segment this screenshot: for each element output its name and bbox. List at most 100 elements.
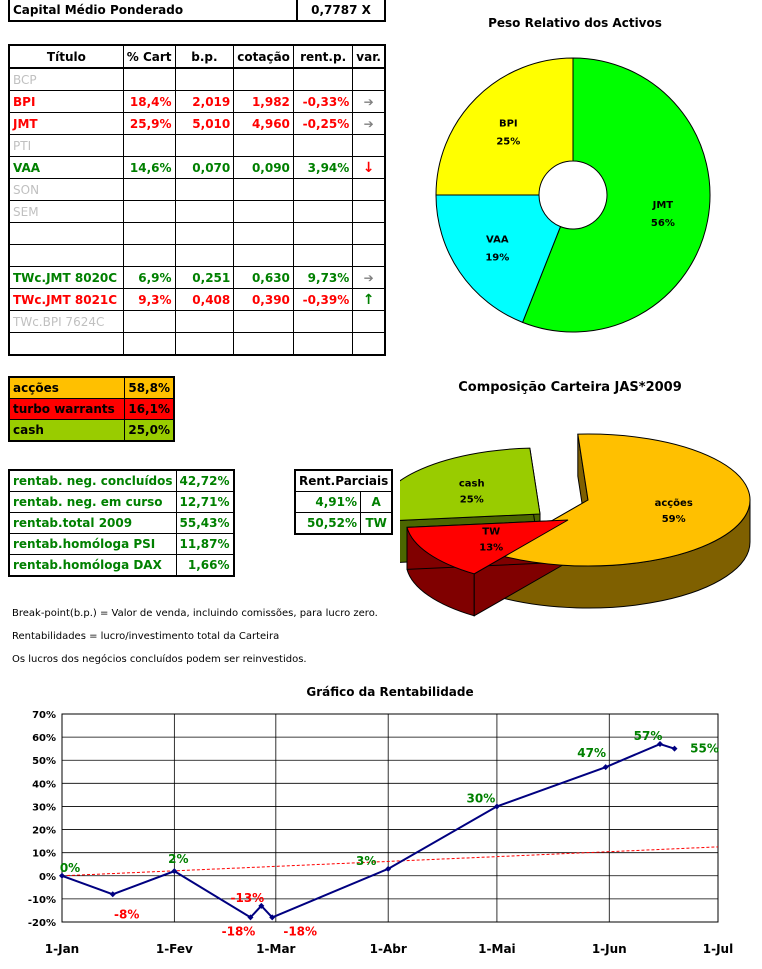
cell-cot: 1,982 [233, 90, 294, 113]
cell-cot [233, 178, 294, 201]
cell-cot [233, 134, 294, 157]
cell-rent [292, 178, 353, 201]
data-label: 30% [467, 791, 496, 805]
header-cart: % Cart [122, 45, 176, 69]
rentabilidade-label: rentab. neg. em curso [9, 491, 177, 513]
line-title: Gráfico da Rentabilidade [306, 685, 473, 699]
pie1-slice-vaa [435, 194, 562, 324]
data-label: -13% [230, 891, 264, 905]
cell-var [352, 310, 385, 333]
cell-rent: 3,94% [292, 156, 353, 179]
pie1-value-label: 19% [485, 252, 509, 263]
pie2-slice-tw [406, 519, 569, 575]
pie2-category-label: acções [655, 498, 693, 509]
table-row: BCP [9, 68, 385, 91]
x-tick-label: 1-Fev [156, 942, 193, 956]
x-tick-label: 1-Mar [256, 942, 295, 956]
cell-titulo: TWc.JMT 8020C [9, 266, 124, 289]
allocation-row: cash 25,0% [9, 419, 174, 442]
allocation-table: acções 58,8% turbo warrants 16,1% cash 25,0% [8, 376, 175, 442]
allocation-value: 25,0% [124, 419, 174, 442]
cell-titulo: BCP [9, 68, 124, 91]
data-label: 3% [356, 854, 376, 868]
pie1-category-label: JMT [652, 200, 674, 211]
header-bp: b.p. [174, 45, 234, 69]
cell-bp: 2,019 [174, 90, 234, 113]
cell-bp [174, 310, 234, 333]
parciais-table: Rent.Parciais 4,91% A 50,52% TW [294, 469, 394, 535]
cell-rent [292, 310, 353, 333]
cell-bp: 0,070 [174, 156, 234, 179]
rentabilidade-label: rentab. neg. concluídos [9, 470, 177, 492]
rentabilidade-label: rentab.homóloga DAX [9, 554, 177, 577]
x-tick-label: 1-Jan [45, 942, 79, 956]
data-label: 0% [60, 861, 80, 875]
x-tick-label: 1-Abr [370, 942, 407, 956]
cell-titulo: BPI [9, 90, 124, 113]
cell-var [352, 200, 385, 223]
cell-titulo: TWc.JMT 8021C [9, 288, 124, 311]
cell-titulo: PTI [9, 134, 124, 157]
portfolio-header-row: Título % Cart b.p. cotação rent.p. var. [9, 45, 385, 69]
right-arrow-icon: ➔ [363, 270, 374, 285]
cell-bp: 5,010 [174, 112, 234, 135]
rentabilidade-row: rentab.homóloga DAX 1,66% [9, 554, 234, 577]
cell-bp [174, 200, 234, 223]
data-label: -18% [283, 924, 317, 938]
data-label: -8% [114, 907, 139, 921]
cell-cart: 9,3% [122, 288, 176, 311]
parciais-header: Rent.Parciais [295, 470, 393, 492]
cell-cart [122, 332, 176, 355]
cell-cart [122, 200, 176, 223]
header-var: var. [352, 45, 385, 69]
rentabilidade-row: rentab.total 2009 55,43% [9, 512, 234, 534]
y-tick-label: 50% [32, 756, 56, 767]
cell-cart [122, 178, 176, 201]
right-arrow-icon: ➔ [363, 116, 374, 131]
cell-rent: 9,73% [292, 266, 353, 289]
header-cotacao: cotação [233, 45, 294, 69]
line-chart-rentabilidade: Gráfico da Rentabilidade -20% -10% 0% 10% 20%… [28, 685, 733, 956]
cell-bp: 0,408 [174, 288, 234, 311]
cell-var: ↓ [352, 156, 385, 179]
x-tick-label: 1-Mai [478, 942, 515, 956]
allocation-label: acções [9, 377, 125, 399]
cell-titulo: TWc.BPI 7624C [9, 310, 124, 333]
table-row: BPI 18,4% 2,019 1,982 -0,33% ➔ [9, 90, 385, 113]
rentabilidade-value: 55,43% [175, 512, 234, 534]
up-arrow-icon: ↑ [362, 291, 375, 308]
parcial-key: TW [360, 512, 393, 535]
cell-bp: 0,251 [174, 266, 234, 289]
cell-cart: 6,9% [122, 266, 176, 289]
cell-var [352, 332, 385, 355]
rentabilidades-table: rentab. neg. concluídos 42,72% rentab. neg… [8, 469, 235, 577]
capital-table: Capital Médio Ponderado 0,7787 X [8, 0, 386, 22]
data-point [109, 891, 116, 898]
pie1-category-label: BPI [499, 118, 518, 129]
y-tick-label: -10% [28, 895, 56, 906]
table-row: TWc.BPI 7624C [9, 310, 385, 333]
cell-cot [233, 244, 294, 267]
data-point [385, 865, 392, 872]
cell-cot: 0,390 [233, 288, 294, 311]
rentabilidade-row: rentab. neg. concluídos 42,72% [9, 470, 234, 492]
data-point [602, 764, 609, 771]
header-rent: rent.p. [292, 45, 353, 69]
x-tick-label: 1-Jun [592, 942, 627, 956]
rentabilidade-value: 1,66% [175, 554, 234, 577]
data-point [171, 868, 178, 875]
cell-rent [292, 68, 353, 91]
table-row: SEM [9, 200, 385, 223]
data-label: 47% [577, 746, 606, 760]
cell-titulo [9, 244, 124, 267]
table-row: TWc.JMT 8020C 6,9% 0,251 0,630 9,73% ➔ [9, 266, 385, 289]
cell-cot: 0,090 [233, 156, 294, 179]
pie1-title: Peso Relativo dos Activos [488, 16, 662, 30]
data-point [59, 872, 65, 879]
table-row [9, 332, 385, 355]
pie2-category-label: TW [482, 526, 500, 537]
cell-rent: -0,39% [292, 288, 353, 311]
parcial-key: A [360, 491, 393, 513]
note-breakpoint: Break-point(b.p.) = Valor de venda, incl… [12, 608, 378, 619]
cell-rent [292, 200, 353, 223]
